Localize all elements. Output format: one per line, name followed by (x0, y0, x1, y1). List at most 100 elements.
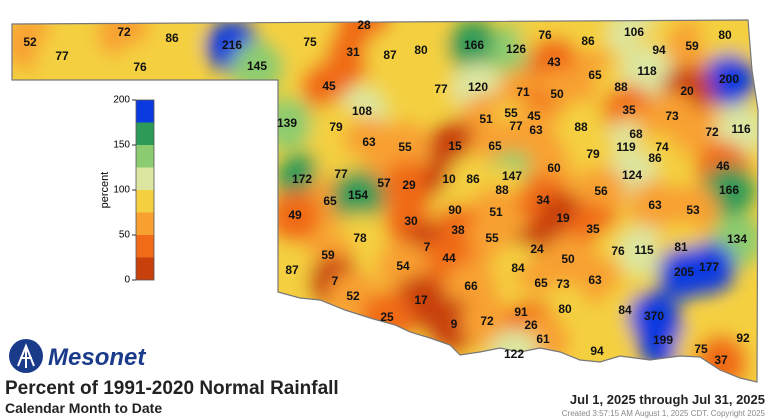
colorbar-label: percent (99, 172, 111, 209)
rain-area (395, 25, 447, 77)
rain-area (621, 46, 673, 98)
station-value: 72 (117, 25, 131, 39)
station-value: 80 (414, 43, 428, 57)
station-value: 106 (624, 25, 644, 39)
station-value: 63 (362, 135, 376, 149)
station-value: 370 (644, 309, 664, 323)
station-value: 88 (574, 120, 588, 134)
station-value: 94 (590, 344, 604, 358)
station-value: 19 (556, 211, 570, 225)
station-value: 118 (637, 64, 657, 78)
station-value: 50 (550, 87, 564, 101)
rain-area (269, 190, 321, 242)
station-value: 72 (705, 125, 719, 139)
station-value: 154 (348, 188, 368, 202)
station-value: 77 (434, 82, 448, 96)
station-value: 134 (727, 232, 747, 246)
subtitle: Calendar Month to Date (5, 400, 162, 416)
rain-area (266, 245, 318, 297)
station-value: 124 (622, 168, 642, 182)
station-value: 68 (629, 127, 643, 141)
station-value: 88 (614, 80, 628, 94)
station-value: 30 (404, 214, 418, 228)
map-fill (12, 20, 758, 382)
station-value: 86 (466, 172, 480, 186)
station-value: 86 (581, 34, 595, 48)
station-value: 53 (686, 203, 700, 217)
station-value: 86 (165, 31, 179, 45)
station-value: 59 (321, 248, 335, 262)
rain-area (699, 20, 751, 62)
station-value: 81 (674, 240, 688, 254)
station-value: 120 (468, 80, 488, 94)
station-value: 88 (495, 183, 509, 197)
station-value: 79 (329, 120, 343, 134)
station-value: 56 (594, 184, 608, 198)
station-value: 172 (292, 172, 312, 186)
station-value: 65 (588, 68, 602, 82)
station-value: 63 (529, 123, 543, 137)
colorbar-segment (136, 167, 154, 190)
station-value: 216 (222, 38, 242, 52)
station-value: 51 (479, 112, 493, 126)
station-value: 24 (530, 242, 544, 256)
station-value: 122 (504, 347, 524, 361)
rain-area (415, 64, 467, 116)
station-value: 92 (736, 331, 750, 345)
station-value: 205 (674, 265, 694, 279)
colorbar-segment (136, 212, 154, 235)
colorbar-tick-label: 200 (113, 95, 130, 106)
station-value: 78 (353, 231, 367, 245)
station-value: 80 (558, 302, 572, 316)
station-value: 61 (536, 332, 550, 346)
station-value: 29 (402, 178, 416, 192)
title: Percent of 1991-2020 Normal Rainfall (5, 378, 339, 399)
colorbar-segment (136, 190, 154, 213)
station-value: 7 (424, 240, 431, 254)
station-value: 119 (616, 140, 636, 154)
station-value: 147 (502, 169, 522, 183)
station-value: 65 (534, 276, 548, 290)
rain-area (703, 54, 755, 106)
station-value: 43 (547, 55, 561, 69)
station-value: 60 (547, 161, 561, 175)
station-value: 77 (55, 49, 69, 63)
station-value: 77 (509, 119, 523, 133)
logo-text: Mesonet (48, 344, 146, 371)
rain-area (284, 20, 336, 69)
date-range: Jul 1, 2025 through Jul 31, 2025 (570, 392, 765, 407)
colorbar-segment (136, 235, 154, 258)
station-value: 59 (685, 39, 699, 53)
station-value: 200 (719, 72, 739, 86)
station-value: 79 (586, 147, 600, 161)
created-note: Created 3:57:15 AM August 1, 2025 CDT. C… (562, 409, 766, 418)
station-value: 75 (303, 35, 317, 49)
station-value: 38 (451, 223, 465, 237)
station-value: 57 (377, 176, 391, 190)
rain-area (448, 20, 500, 72)
station-value: 49 (288, 208, 302, 222)
station-value: 166 (464, 38, 484, 52)
station-value: 77 (334, 167, 348, 181)
station-value: 10 (442, 172, 456, 186)
station-value: 52 (23, 35, 37, 49)
colorbar: 0 50 100 150 200 (113, 95, 155, 286)
station-value: 34 (536, 193, 550, 207)
station-value: 63 (648, 198, 662, 212)
colorbar-segment (136, 145, 154, 168)
station-value: 166 (719, 183, 739, 197)
colorbar-tick-label: 50 (119, 230, 131, 241)
station-value: 90 (448, 203, 462, 217)
station-value: 177 (699, 260, 719, 274)
station-value: 17 (414, 293, 428, 307)
station-value: 65 (323, 194, 337, 208)
station-value: 74 (655, 140, 669, 154)
station-value: 73 (665, 109, 679, 123)
rain-area (332, 170, 384, 222)
station-value: 44 (442, 251, 456, 265)
station-value: 45 (322, 79, 336, 93)
station-value: 25 (380, 310, 394, 324)
station-value: 116 (731, 122, 751, 136)
station-value: 115 (634, 243, 654, 257)
